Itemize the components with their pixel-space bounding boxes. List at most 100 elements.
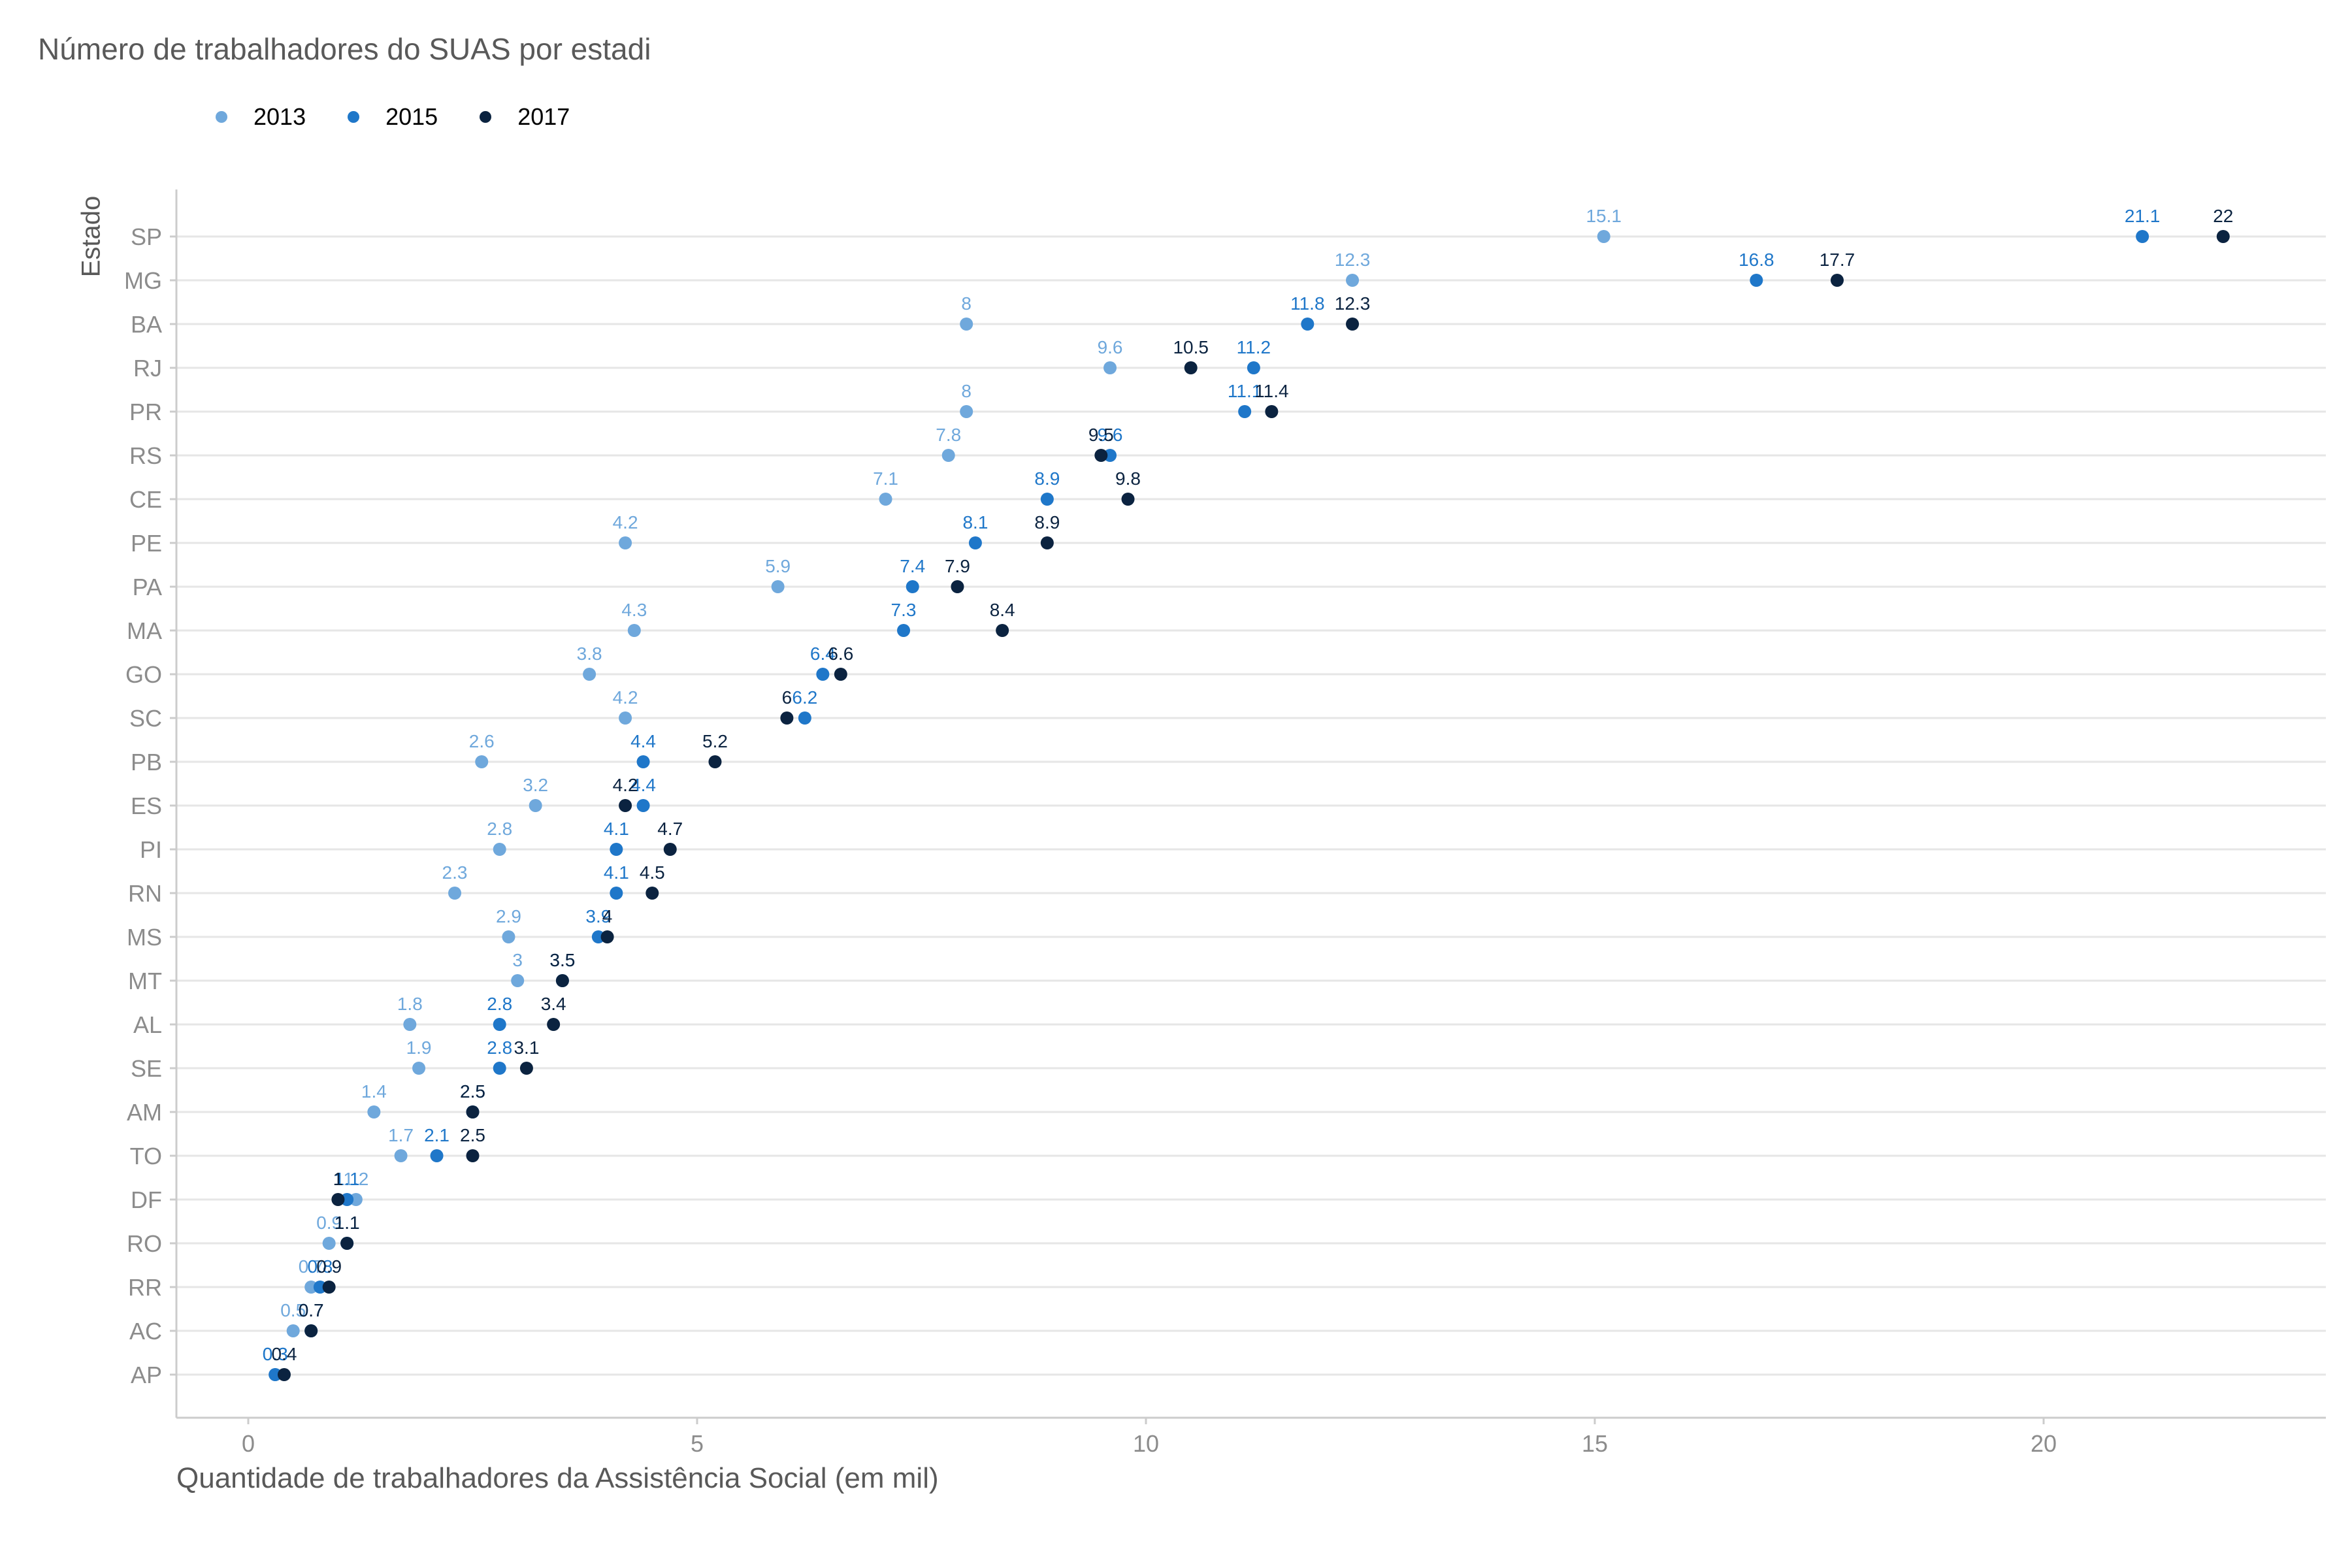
data-label-2017-MT: 3.5 <box>549 950 575 970</box>
point-2015-SE <box>493 1062 506 1075</box>
data-label-2017-PI: 4.7 <box>657 819 683 839</box>
point-2015-MA <box>897 624 911 637</box>
data-label-2013-GO: 3.8 <box>577 644 602 664</box>
point-2015-TO <box>430 1149 444 1162</box>
data-label-2013-SP: 15.1 <box>1586 206 1622 226</box>
point-2015-PA <box>906 580 919 593</box>
y-tick-label-PI: PI <box>140 836 162 863</box>
data-label-2017-RR: 0.9 <box>316 1256 342 1277</box>
point-2017-SE <box>519 1062 533 1075</box>
point-2017-GO <box>834 668 847 681</box>
point-2013-PE <box>619 536 632 549</box>
data-label-2013-RJ: 9.6 <box>1098 337 1123 357</box>
data-label-2013-RN: 2.3 <box>442 862 468 883</box>
point-2015-CE <box>1040 493 1054 506</box>
point-2015-PE <box>968 536 982 549</box>
legend: 2013 2015 2017 <box>216 103 612 131</box>
point-2015-SC <box>798 711 811 725</box>
point-2015-AP <box>269 1368 282 1381</box>
point-2017-SC <box>780 711 794 725</box>
data-label-2017-RO: 1.1 <box>335 1213 360 1233</box>
point-2017-AM <box>466 1105 480 1119</box>
data-label-2017-PA: 7.9 <box>945 556 970 576</box>
y-tick-label-RN: RN <box>128 880 162 907</box>
data-label-2013-PR: 8 <box>961 381 972 401</box>
point-2015-GO <box>816 668 830 681</box>
y-tick-label-BA: BA <box>131 311 162 338</box>
data-label-2017-AM: 2.5 <box>460 1081 485 1102</box>
data-label-2015-MA: 7.3 <box>891 600 917 620</box>
y-tick-label-CE: CE <box>129 486 162 513</box>
data-label-2017-RN: 4.5 <box>640 862 665 883</box>
data-label-2017-SC: 6 <box>782 687 792 708</box>
point-2017-SP <box>2216 230 2230 243</box>
legend-label-2015: 2015 <box>385 103 438 130</box>
x-tick-label-0: 0 <box>242 1430 255 1457</box>
point-2017-PB <box>708 755 722 768</box>
legend-label-2013: 2013 <box>253 103 306 130</box>
data-label-2013-DF: 1.2 <box>343 1169 368 1189</box>
data-label-2013-PB: 2.6 <box>469 731 495 751</box>
y-tick-label-RR: RR <box>128 1274 162 1301</box>
point-2015-PI <box>610 843 623 856</box>
point-2013-GO <box>583 668 596 681</box>
point-2017-PE <box>1040 536 1054 549</box>
point-2017-TO <box>466 1149 480 1162</box>
point-2017-MT <box>555 974 569 987</box>
y-tick-label-PB: PB <box>131 749 162 776</box>
data-label-2013-RR: 0.7 <box>299 1256 324 1277</box>
y-tick-label-AM: AM <box>127 1099 162 1126</box>
point-2017-RS <box>1094 449 1108 462</box>
point-2017-PI <box>663 843 677 856</box>
data-label-2015-AC: 0.7 <box>299 1300 324 1320</box>
point-2015-BA <box>1301 318 1315 331</box>
data-label-2017-DF: 1 <box>333 1169 344 1189</box>
point-2013-RJ <box>1103 361 1117 374</box>
x-axis-title: Quantidade de trabalhadores da Assistênc… <box>176 1462 939 1494</box>
data-label-2013-SC: 4.2 <box>613 687 638 708</box>
point-2017-PA <box>951 580 964 593</box>
chart-title: Número de trabalhadores do SUAS por esta… <box>38 32 651 66</box>
point-2013-AL <box>403 1018 417 1031</box>
data-label-2013-SE: 1.9 <box>406 1037 432 1058</box>
data-label-2015-PI: 4.1 <box>604 819 629 839</box>
y-tick-label-PE: PE <box>131 530 162 557</box>
data-label-2015-BA: 11.8 <box>1290 293 1324 314</box>
data-label-2017-PR: 11.4 <box>1254 381 1288 401</box>
point-2013-SP <box>1597 230 1610 243</box>
data-label-2015-PA: 7.4 <box>900 556 925 576</box>
point-2013-DF <box>349 1193 363 1206</box>
data-label-2017-BA: 12.3 <box>1335 293 1371 314</box>
point-2013-PI <box>493 843 506 856</box>
data-label-2017-RS: 9.5 <box>1088 425 1114 445</box>
point-2015-PR <box>1238 405 1252 418</box>
point-2013-MS <box>502 930 515 943</box>
point-2015-DF <box>340 1193 354 1206</box>
point-2015-MG <box>1750 274 1763 287</box>
data-label-2015-AM: 2.5 <box>460 1081 485 1102</box>
data-label-2017-TO: 2.5 <box>460 1125 485 1145</box>
data-label-2017-PB: 5.2 <box>702 731 728 751</box>
point-2017-RJ <box>1184 361 1198 374</box>
point-2015-SP <box>2136 230 2149 243</box>
data-label-2013-TO: 1.7 <box>388 1125 414 1145</box>
point-2015-RR <box>313 1281 327 1294</box>
legend-marker-2013 <box>216 111 227 123</box>
data-label-2017-SE: 3.1 <box>514 1037 539 1058</box>
data-label-2013-CE: 7.1 <box>873 468 898 489</box>
point-2017-MG <box>1830 274 1844 287</box>
y-tick-label-TO: TO <box>130 1143 162 1169</box>
data-label-2017-RJ: 10.5 <box>1173 337 1209 357</box>
point-2013-PA <box>771 580 785 593</box>
point-2013-SE <box>412 1062 426 1075</box>
data-label-2015-MG: 16.8 <box>1739 250 1774 270</box>
data-label-2015-GO: 6.4 <box>810 644 836 664</box>
point-2017-PR <box>1265 405 1279 418</box>
y-tick-label-GO: GO <box>125 661 162 688</box>
point-2015-RJ <box>1247 361 1260 374</box>
legend-label-2017: 2017 <box>517 103 570 130</box>
data-label-2013-AM: 1.4 <box>361 1081 387 1102</box>
data-label-2015-RS: 9.6 <box>1098 425 1123 445</box>
point-2015-AL <box>493 1018 506 1031</box>
